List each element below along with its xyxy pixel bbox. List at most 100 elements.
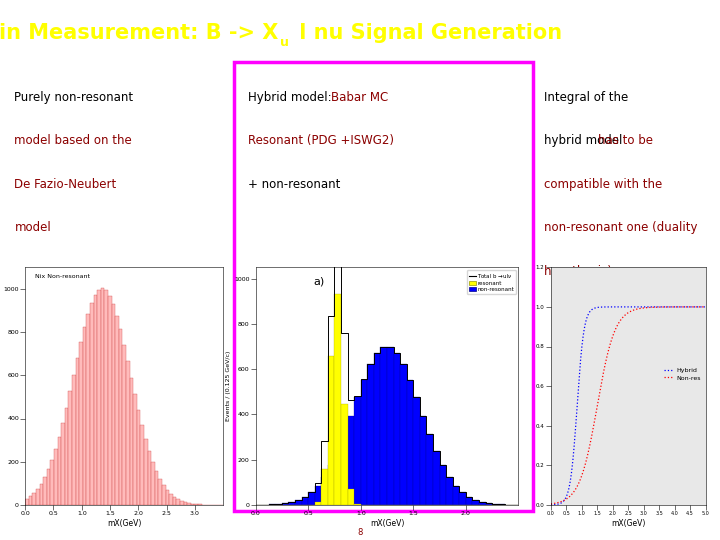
Text: model based on the: model based on the [14,134,132,147]
Bar [354,504,361,505]
Bar [180,501,184,505]
Text: + non-resonant: + non-resonant [248,178,341,191]
Bar [289,502,295,505]
Bar [446,477,453,505]
Text: hybrid model: hybrid model [544,134,626,147]
Bar [328,356,334,505]
Bar [394,353,400,505]
Non-res [630,307,639,313]
Text: Nix Non-resonant: Nix Non-resonant [35,274,90,279]
Bar [315,502,321,505]
Bar [112,305,115,505]
Bar [54,449,58,505]
Bar [166,490,169,505]
Bar [413,397,420,505]
Bar [420,416,426,505]
Legend: Hybrid, Non-res: Hybrid, Non-res [663,367,703,382]
Bar [374,353,380,505]
Bar [479,502,485,505]
Non-res [639,305,647,311]
Bar [354,397,361,505]
Bar [90,303,94,505]
Bar [321,469,328,505]
Text: 8: 8 [357,528,363,537]
Bar [104,291,108,505]
Text: u: u [280,36,289,49]
Y-axis label: Events / (0.125 GeV/c): Events / (0.125 GeV/c) [226,351,231,421]
Bar [40,484,43,505]
Bar [126,361,130,505]
Bar [119,329,122,505]
Text: De Fazio-Neubert: De Fazio-Neubert [14,178,117,191]
Bar [36,489,40,505]
Bar [83,327,86,505]
Bar [50,460,54,505]
Bar [65,408,68,505]
Bar [101,288,104,505]
Bar [400,364,407,505]
Hybrid [698,303,706,310]
Bar [459,492,466,505]
Bar [133,394,137,505]
Bar [302,497,308,505]
Bar [43,477,47,505]
Hybrid [630,303,639,310]
Bar [25,499,29,505]
Bar [61,423,65,505]
Bar [169,494,173,505]
Text: a): a) [313,277,325,287]
Bar [348,489,354,505]
Text: Purely non-resonant: Purely non-resonant [14,91,133,104]
Text: Babar MC: Babar MC [331,91,389,104]
Bar [453,485,459,505]
Text: compatible with the: compatible with the [544,178,662,191]
Non-res [698,303,706,310]
Bar [151,462,155,505]
Bar [361,380,367,505]
Bar [47,469,50,505]
Non-res [673,303,682,310]
Bar [191,504,194,505]
Bar [155,471,158,505]
Bar [321,477,328,505]
Bar [466,497,472,505]
Bar [137,410,140,505]
Bar [198,504,202,505]
Bar [348,416,354,505]
Text: Steps in Measurement: B -> X: Steps in Measurement: B -> X [0,23,279,43]
Bar [79,342,83,505]
Bar [58,437,61,505]
Bar [97,290,101,505]
Bar [341,404,348,505]
Bar [122,345,126,505]
Bar [72,375,76,505]
Bar [194,504,198,505]
Text: hypothesis): hypothesis) [544,265,613,278]
Hybrid [620,303,629,310]
Hybrid [673,303,682,310]
Bar [144,439,148,505]
Non-res [620,313,629,319]
X-axis label: mX(GeV): mX(GeV) [370,519,404,528]
Bar [433,451,439,505]
Bar [108,296,112,505]
Bar [439,465,446,505]
Bar [94,295,97,505]
Text: model: model [14,221,51,234]
Non-res [546,501,555,507]
Bar [308,492,315,505]
Bar [367,364,374,505]
Bar [173,497,176,505]
Line: Hybrid: Hybrid [551,307,706,505]
Text: l nu Signal Generation: l nu Signal Generation [292,23,562,43]
Bar [334,294,341,505]
Hybrid [701,303,710,310]
Bar [115,316,119,505]
Bar [86,314,90,505]
Bar [492,504,499,505]
Bar [472,500,479,505]
Non-res [621,312,629,318]
Bar [485,503,492,505]
Bar [176,499,180,505]
Bar [32,493,36,505]
